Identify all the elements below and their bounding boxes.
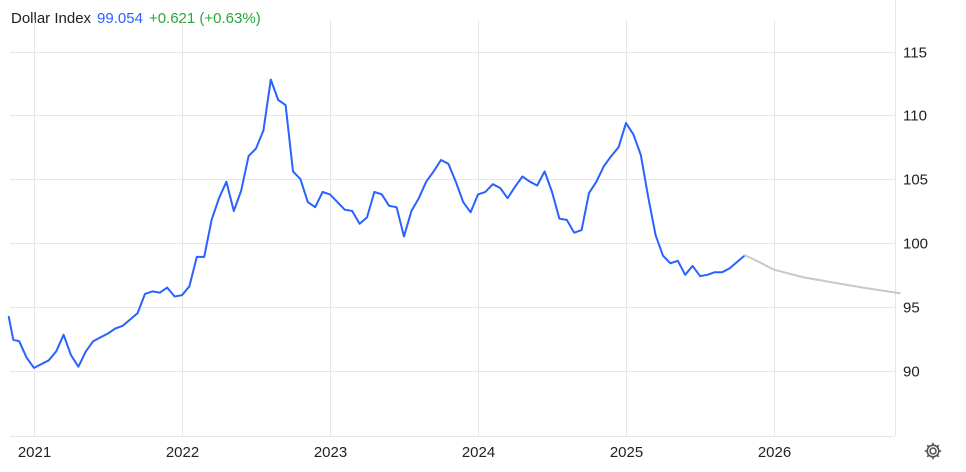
instrument-name: Dollar Index — [11, 10, 92, 27]
axes: 90 95 100 105 110 115 2021 2022 2023 2024 2025 2026 — [18, 45, 928, 462]
price-change: +0.621 (+0.63%) — [148, 10, 261, 27]
current-value: 99.054 — [97, 10, 143, 27]
forecast-line — [743, 254, 901, 295]
x-tick-label: 2024 — [462, 444, 495, 461]
gear-icon[interactable] — [922, 440, 944, 462]
y-tick-label: 115 — [903, 45, 927, 62]
x-tick-label: 2021 — [18, 444, 51, 461]
x-tick-label: 2022 — [166, 444, 199, 461]
x-tick-label: 2023 — [314, 444, 347, 461]
y-tick-label: 110 — [903, 108, 927, 125]
chart-header: Dollar Index 99.054 +0.621 (+0.63%) — [11, 10, 267, 27]
x-tick-label: 2026 — [758, 444, 791, 461]
y-tick-label: 90 — [903, 364, 920, 381]
y-tick-label: 105 — [903, 172, 928, 189]
x-tick-label: 2025 — [610, 444, 643, 461]
price-history-line — [7, 78, 746, 369]
y-tick-label: 95 — [903, 300, 920, 317]
gridlines — [10, 0, 896, 437]
series-lines — [7, 78, 901, 369]
y-tick-label: 100 — [903, 236, 928, 253]
